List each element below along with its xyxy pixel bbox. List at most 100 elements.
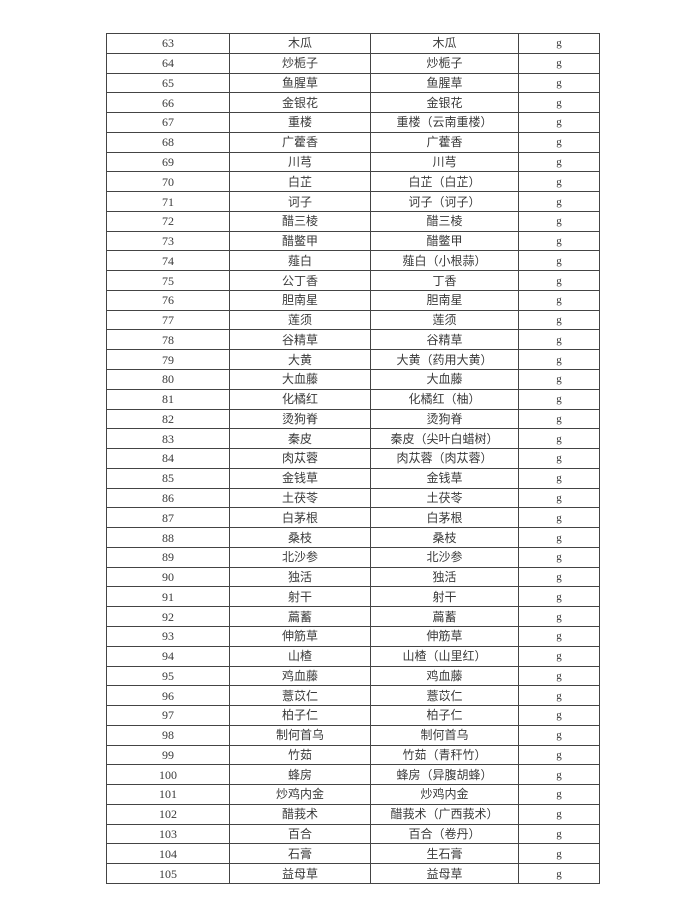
herb-source-cell: 柏子仁 (370, 705, 519, 726)
table-row: 88 桑枝 桑枝 g (106, 527, 600, 548)
herb-source-cell: 蜂房（异腹胡蜂） (370, 764, 519, 786)
unit-cell: g (518, 112, 600, 133)
row-number-cell: 89 (106, 546, 230, 568)
unit-cell: g (518, 705, 600, 726)
herb-name-cell: 射干 (229, 586, 371, 608)
table-row: 91 射干 射干 g (106, 586, 600, 608)
row-number-cell: 76 (106, 289, 230, 311)
table-row: 82 烫狗脊 烫狗脊 g (106, 408, 600, 430)
herb-source-cell: 诃子（诃子） (370, 191, 519, 212)
herb-name-cell: 金钱草 (229, 467, 371, 489)
table-row: 83 秦皮 秦皮（尖叶白蜡树） g (106, 428, 600, 450)
row-number-cell: 99 (106, 744, 230, 766)
herb-source-cell: 山楂（山里红） (370, 645, 519, 667)
herb-name-cell: 鸡血藤 (229, 665, 371, 687)
unit-cell: g (518, 210, 600, 232)
row-number-cell: 86 (106, 487, 230, 509)
unit-cell: g (518, 230, 600, 252)
unit-cell: g (518, 764, 600, 786)
unit-cell: g (518, 645, 600, 667)
unit-cell: g (518, 92, 600, 114)
table-row: 73 醋鳖甲 醋鳖甲 g (106, 230, 600, 252)
unit-cell: g (518, 863, 600, 884)
herb-name-cell: 大血藤 (229, 369, 371, 390)
table-row: 81 化橘红 化橘红（柚） g (106, 388, 600, 410)
row-number-cell: 100 (106, 764, 230, 786)
herb-source-cell: 醋鳖甲 (370, 230, 519, 252)
table-row: 100 蜂房 蜂房（异腹胡蜂） g (106, 764, 600, 786)
herb-source-cell: 胆南星 (370, 289, 519, 311)
unit-cell: g (518, 309, 600, 331)
unit-cell: g (518, 784, 600, 805)
herb-name-cell: 烫狗脊 (229, 408, 371, 430)
unit-cell: g (518, 467, 600, 489)
row-number-cell: 69 (106, 151, 230, 173)
unit-cell: g (518, 428, 600, 450)
herb-name-cell: 桑枝 (229, 527, 371, 548)
herb-name-cell: 北沙参 (229, 546, 371, 568)
row-number-cell: 98 (106, 724, 230, 746)
unit-cell: g (518, 33, 600, 54)
unit-cell: g (518, 665, 600, 687)
herb-source-cell: 炒栀子 (370, 52, 519, 74)
row-number-cell: 70 (106, 171, 230, 193)
herb-name-cell: 诃子 (229, 191, 371, 212)
row-number-cell: 92 (106, 606, 230, 627)
unit-cell: g (518, 151, 600, 173)
table-row: 105 益母草 益母草 g (106, 863, 600, 884)
herb-source-cell: 北沙参 (370, 546, 519, 568)
herb-name-cell: 竹茹 (229, 744, 371, 766)
table-row: 80 大血藤 大血藤 g (106, 369, 600, 390)
herb-source-cell: 鱼腥草 (370, 72, 519, 94)
herb-name-cell: 益母草 (229, 863, 371, 884)
herb-source-cell: 百合（卷丹） (370, 823, 519, 845)
herb-name-cell: 谷精草 (229, 329, 371, 351)
herb-name-cell: 蜂房 (229, 764, 371, 786)
table-row: 103 百合 百合（卷丹） g (106, 823, 600, 845)
herb-name-cell: 醋鳖甲 (229, 230, 371, 252)
table-row: 96 薏苡仁 薏苡仁 g (106, 685, 600, 707)
herb-source-cell: 鸡血藤 (370, 665, 519, 687)
herb-name-cell: 木瓜 (229, 33, 371, 54)
herb-source-cell: 白芷（白芷） (370, 171, 519, 193)
row-number-cell: 91 (106, 586, 230, 608)
table-row: 76 胆南星 胆南星 g (106, 289, 600, 311)
herb-name-cell: 白芷 (229, 171, 371, 193)
row-number-cell: 95 (106, 665, 230, 687)
table-row: 69 川芎 川芎 g (106, 151, 600, 173)
row-number-cell: 102 (106, 803, 230, 825)
row-number-cell: 63 (106, 33, 230, 54)
herb-source-cell: 射干 (370, 586, 519, 608)
table-row: 84 肉苁蓉 肉苁蓉（肉苁蓉） g (106, 448, 600, 469)
table-row: 93 伸筋草 伸筋草 g (106, 625, 600, 647)
herb-name-cell: 金银花 (229, 92, 371, 114)
herb-table-body: 63 木瓜 木瓜 g 64 炒栀子 炒栀子 g 65 鱼腥草 鱼腥草 g 66 金银花 金银花 g 67 重楼 重楼… (106, 33, 600, 884)
table-row: 85 金钱草 金钱草 g (106, 467, 600, 489)
herb-source-cell: 独活 (370, 566, 519, 588)
row-number-cell: 75 (106, 270, 230, 291)
herb-name-cell: 百合 (229, 823, 371, 845)
unit-cell: g (518, 131, 600, 153)
row-number-cell: 84 (106, 448, 230, 469)
table-row: 66 金银花 金银花 g (106, 92, 600, 114)
herb-name-cell: 醋莪术 (229, 803, 371, 825)
herb-source-cell: 大黄（药用大黄） (370, 349, 519, 371)
row-number-cell: 71 (106, 191, 230, 212)
unit-cell: g (518, 408, 600, 430)
unit-cell: g (518, 171, 600, 193)
unit-cell: g (518, 546, 600, 568)
herb-source-cell: 重楼（云南重楼） (370, 112, 519, 133)
herb-source-cell: 白茅根 (370, 507, 519, 529)
herb-name-cell: 化橘红 (229, 388, 371, 410)
row-number-cell: 82 (106, 408, 230, 430)
row-number-cell: 101 (106, 784, 230, 805)
herb-source-cell: 化橘红（柚） (370, 388, 519, 410)
unit-cell: g (518, 52, 600, 74)
herb-source-cell: 萹蓄 (370, 606, 519, 627)
herb-name-cell: 萹蓄 (229, 606, 371, 627)
unit-cell: g (518, 270, 600, 291)
row-number-cell: 88 (106, 527, 230, 548)
table-row: 74 薤白 薤白（小根蒜） g (106, 250, 600, 272)
unit-cell: g (518, 250, 600, 272)
unit-cell: g (518, 191, 600, 212)
